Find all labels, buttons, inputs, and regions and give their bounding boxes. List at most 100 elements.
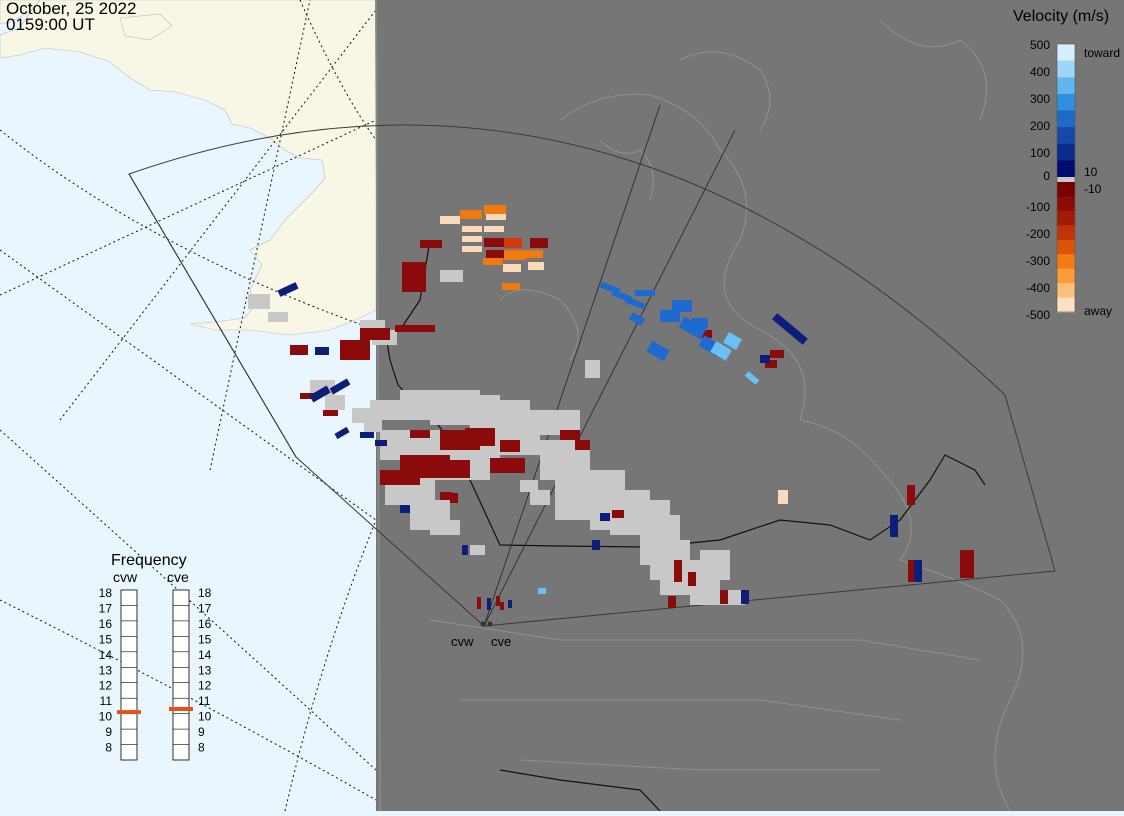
velocity-cell <box>470 545 485 555</box>
colorbar-segment <box>1057 297 1075 313</box>
velocity-cell <box>484 238 506 247</box>
velocity-cell <box>760 355 770 363</box>
velocity-cells <box>248 205 974 610</box>
colorbar-tick-label: 0 <box>1043 169 1050 183</box>
velocity-cell <box>700 550 730 580</box>
velocity-cell <box>490 458 525 473</box>
colorbar-segment-zero <box>1057 177 1075 182</box>
velocity-cell <box>628 312 646 326</box>
colorbar-segment <box>1057 110 1075 128</box>
velocity-cell <box>538 588 546 594</box>
velocity-cell <box>908 560 916 582</box>
velocity-cell <box>380 470 420 485</box>
velocity-cell <box>352 408 372 423</box>
velocity-cell <box>592 540 600 550</box>
velocity-cell <box>960 550 974 578</box>
frequency-tick-label: 9 <box>198 725 205 739</box>
velocity-cell <box>360 328 390 340</box>
velocity-cell <box>496 596 500 606</box>
colorbar-segment <box>1057 225 1075 241</box>
velocity-cell <box>692 318 708 328</box>
colorbar-away-label: away <box>1084 304 1112 318</box>
colorbar-segment <box>1057 182 1075 197</box>
date-label: October, 25 2022 <box>6 0 137 18</box>
colorbar-tick-label: -100 <box>1026 200 1050 214</box>
velocity-cell <box>668 596 676 608</box>
velocity-cell <box>575 440 590 450</box>
velocity-cell <box>520 480 538 492</box>
frequency-tick-label: 14 <box>198 648 212 662</box>
colorbar-tick-label: 400 <box>1030 65 1050 79</box>
frequency-tick-label: 8 <box>105 741 112 755</box>
velocity-cell <box>450 493 458 503</box>
velocity-cell <box>700 330 712 338</box>
velocity-cell <box>528 262 544 270</box>
velocity-cell <box>462 236 482 242</box>
velocity-cell <box>720 590 728 604</box>
frequency-tick-label: 10 <box>198 710 212 724</box>
colorbar-segment <box>1057 196 1075 212</box>
velocity-cell <box>624 296 646 310</box>
velocity-cell <box>508 600 512 608</box>
colorbar-segment <box>1057 143 1075 161</box>
site-cve-marker <box>487 621 493 627</box>
colorbar-toward-label: toward <box>1084 46 1120 60</box>
velocity-cell <box>375 440 387 446</box>
frequency-tick-label: 15 <box>198 632 212 646</box>
velocity-cell <box>402 262 426 292</box>
velocity-cell <box>612 510 624 518</box>
colorbar-segments <box>1056 43 1076 313</box>
colorbar-segment <box>1057 160 1075 178</box>
velocity-cell <box>504 250 526 260</box>
velocity-cell <box>315 347 329 355</box>
velocity-cell <box>484 205 506 215</box>
colorbar-ticks: 500400300200100100-10-100-200-300-400-50… <box>1026 38 1102 322</box>
frequency-tick-label: 13 <box>99 663 113 677</box>
frequency-title: Frequency <box>111 552 187 569</box>
velocity-cell <box>688 572 696 586</box>
velocity-cell <box>672 300 692 312</box>
velocity-cell <box>890 515 898 537</box>
colorbar-segment <box>1057 127 1075 145</box>
velocity-cell <box>248 294 270 309</box>
frequency-scale-cvw <box>120 589 138 761</box>
land-chukotka <box>0 0 41 25</box>
frequency-radar-cvw: cvw <box>113 569 138 585</box>
velocity-cell <box>487 598 491 610</box>
velocity-cell <box>460 210 482 219</box>
colorbar-segment <box>1057 77 1075 95</box>
colorbar-tick-label: -400 <box>1026 281 1050 295</box>
velocity-cell <box>502 283 520 290</box>
graticule <box>0 0 377 812</box>
frequency-tick-label: 8 <box>198 741 205 755</box>
velocity-cell <box>462 246 482 252</box>
velocity-cell <box>486 250 506 258</box>
velocity-cell <box>585 360 600 378</box>
frequency-tick-label: 16 <box>99 617 113 631</box>
frequency-tick-label: 11 <box>198 694 211 708</box>
frequency-tick-label: 13 <box>198 663 212 677</box>
velocity-cell <box>484 226 504 232</box>
colorbar-tick-label: 100 <box>1030 146 1050 160</box>
velocity-cell <box>503 264 521 272</box>
colorbar-segment <box>1057 210 1075 226</box>
colorbar-segment <box>1057 60 1075 78</box>
velocity-cell <box>420 240 442 248</box>
velocity-cell <box>500 602 504 610</box>
frequency-tick-label: 12 <box>198 679 212 693</box>
frequency-tick-label: 18 <box>198 586 212 600</box>
velocity-cell <box>400 505 410 513</box>
velocity-cell <box>765 360 777 368</box>
frequency-tick-label: 18 <box>99 586 113 600</box>
velocity-cell <box>477 597 481 609</box>
velocity-cell <box>660 310 680 322</box>
velocity-cell <box>309 385 331 403</box>
velocity-cell <box>323 410 338 416</box>
velocity-cell <box>635 290 655 296</box>
frequency-marker-cve <box>169 707 193 711</box>
frequency-radar-cve: cve <box>167 569 189 585</box>
frequency-marker-cvw <box>117 710 141 715</box>
land-island <box>119 13 173 41</box>
